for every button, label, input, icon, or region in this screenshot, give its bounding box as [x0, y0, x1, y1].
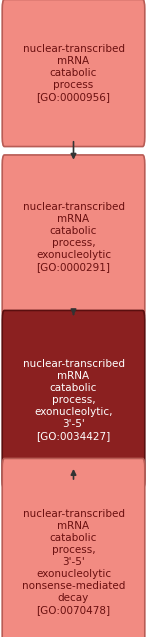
- Text: nuclear-transcribed
mRNA
catabolic
process,
exonucleolytic,
3'-5'
[GO:0034427]: nuclear-transcribed mRNA catabolic proce…: [22, 359, 125, 441]
- Text: nuclear-transcribed
mRNA
catabolic
process
[GO:0000956]: nuclear-transcribed mRNA catabolic proce…: [22, 44, 125, 102]
- FancyBboxPatch shape: [2, 155, 145, 319]
- FancyBboxPatch shape: [2, 0, 145, 147]
- FancyBboxPatch shape: [2, 459, 145, 637]
- FancyBboxPatch shape: [2, 310, 145, 490]
- Text: nuclear-transcribed
mRNA
catabolic
process,
3'-5'
exonucleolytic
nonsense-mediat: nuclear-transcribed mRNA catabolic proce…: [22, 509, 125, 615]
- Text: nuclear-transcribed
mRNA
catabolic
process,
exonucleolytic
[GO:0000291]: nuclear-transcribed mRNA catabolic proce…: [22, 202, 125, 272]
